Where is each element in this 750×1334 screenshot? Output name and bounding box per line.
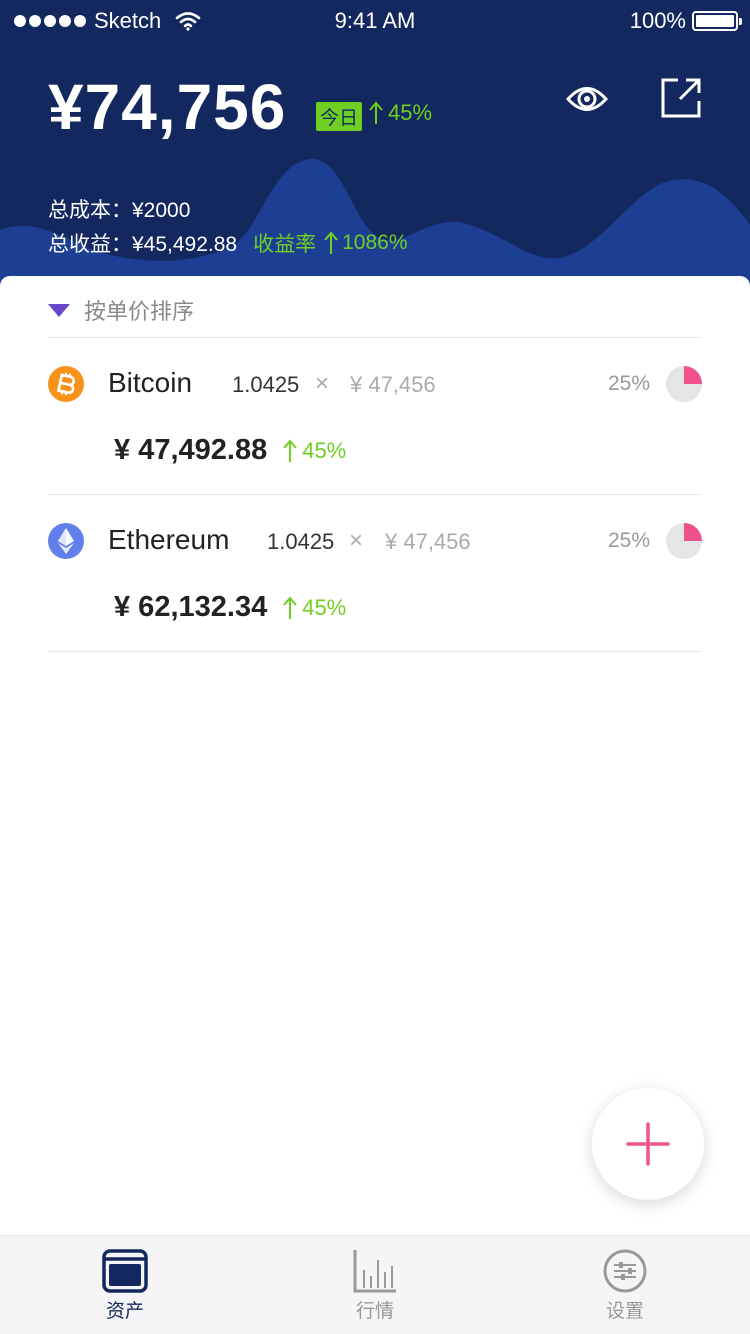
asset-total-value: ¥ 62,132.34 (114, 591, 268, 623)
asset-share-percent: 25% (608, 529, 651, 552)
share-pie-icon (666, 523, 702, 559)
asset-row-ethereum[interactable]: Ethereum 1.0425 × ¥ 47,456 25% ¥ 62,132.… (0, 495, 750, 651)
arrow-up-icon (283, 595, 297, 619)
tab-bar: 资产 行情 设置 (0, 1235, 750, 1334)
arrow-up-icon (324, 231, 338, 254)
asset-share-percent: 25% (608, 372, 651, 395)
share-icon[interactable] (660, 77, 702, 119)
status-time: 9:41 AM (334, 8, 416, 33)
settings-icon (603, 1249, 647, 1293)
bitcoin-icon (48, 366, 84, 402)
arrow-up-icon (369, 101, 383, 124)
sort-label: 按单价排序 (84, 299, 195, 324)
asset-change: 45% (283, 438, 346, 464)
tab-market[interactable]: 行情 (250, 1236, 500, 1334)
wallet-icon (102, 1249, 148, 1293)
profit-rate-value: 1086% (342, 231, 408, 254)
divider (48, 494, 702, 495)
tab-settings[interactable]: 设置 (500, 1236, 750, 1334)
total-profit-row: 总收益：¥45,492.88 收益率 1086% (48, 228, 408, 258)
total-cost: 总成本：¥2000 (48, 199, 191, 222)
asset-name: Bitcoin (108, 367, 193, 398)
chart-icon (353, 1250, 396, 1293)
multiply-sign: × (349, 527, 364, 554)
eye-icon[interactable] (566, 80, 608, 118)
carrier-name: Sketch (94, 8, 162, 33)
asset-unit-price: ¥ 47,456 (385, 529, 471, 554)
asset-row-bitcoin[interactable]: Bitcoin 1.0425 × ¥ 47,456 25% ¥ 47,492.8… (0, 338, 750, 494)
asset-unit-price: ¥ 47,456 (350, 372, 436, 397)
asset-quantity: 1.0425 (267, 529, 335, 554)
portfolio-header: Sketch 9:41 AM 100% ¥74,756 今日 45% 总成本：¥… (0, 0, 750, 300)
arrow-up-icon (283, 438, 297, 462)
profit-rate: 收益率 1086% (253, 228, 407, 258)
sort-toggle[interactable]: 按单价排序 (48, 294, 194, 326)
ethereum-icon (48, 523, 84, 559)
asset-change-value: 45% (302, 594, 347, 620)
plus-icon (626, 1122, 670, 1166)
add-asset-button[interactable] (592, 1088, 704, 1200)
wifi-icon (175, 12, 201, 31)
total-profit: 总收益：¥45,492.88 (48, 233, 238, 256)
portfolio-wave-graphic (0, 158, 750, 300)
asset-value-row: ¥ 47,492.88 45% (114, 434, 346, 467)
today-badge: 今日 (316, 102, 363, 131)
triangle-down-icon (48, 303, 70, 317)
total-portfolio-value: ¥74,756 (48, 71, 287, 143)
divider (48, 651, 702, 652)
signal-strength-icon (14, 15, 86, 27)
asset-list-card: 按单价排序 Bitcoin 1.0425 × ¥ 47,456 25% ¥ 47… (0, 276, 750, 1236)
today-change: 45% (369, 100, 432, 126)
share-pie-icon (666, 366, 702, 402)
tab-assets[interactable]: 资产 (0, 1236, 250, 1334)
battery-icon (692, 11, 742, 31)
asset-value-row: ¥ 62,132.34 45% (114, 591, 346, 624)
asset-change-value: 45% (302, 437, 347, 463)
today-change-value: 45% (388, 100, 433, 125)
asset-quantity: 1.0425 (232, 372, 300, 397)
tab-label: 设置 (605, 1301, 644, 1322)
multiply-sign: × (315, 370, 330, 397)
profit-rate-label: 收益率 (253, 233, 317, 256)
asset-change: 45% (283, 595, 346, 621)
asset-name: Ethereum (108, 524, 230, 555)
divider (48, 337, 702, 338)
battery-percentage: 100% (629, 8, 686, 33)
status-bar: Sketch 9:41 AM 100% (0, 0, 750, 44)
tab-label: 行情 (355, 1301, 394, 1322)
asset-total-value: ¥ 47,492.88 (114, 434, 268, 466)
tab-label: 资产 (105, 1301, 144, 1322)
